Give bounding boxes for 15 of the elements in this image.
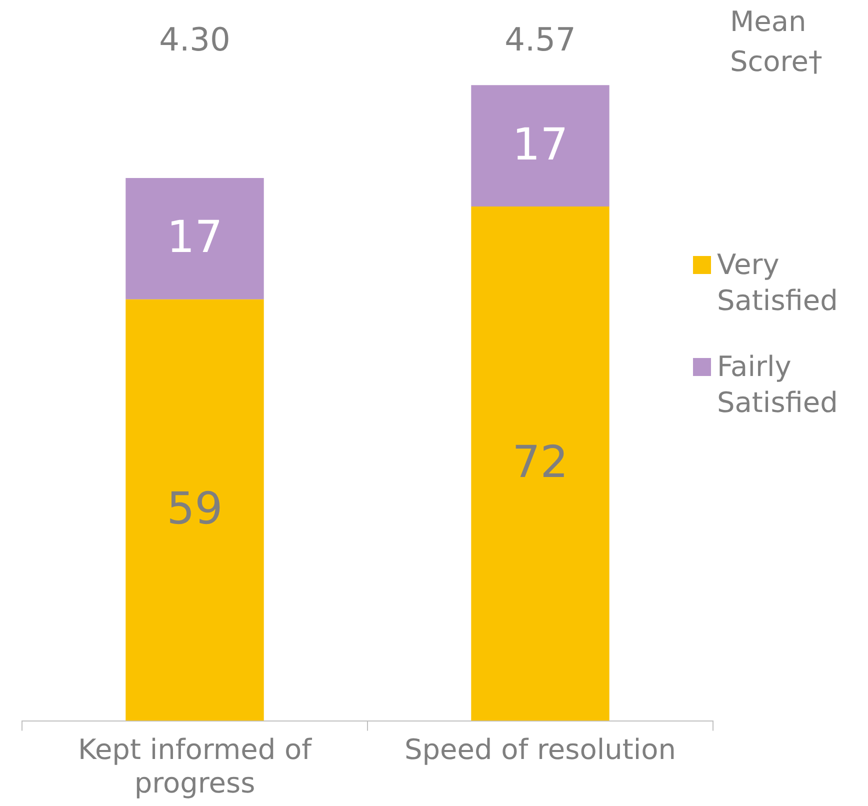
- data-label: 72: [512, 437, 568, 488]
- text: 4.57: [504, 20, 576, 58]
- bar: [471, 206, 610, 721]
- bar: [126, 299, 264, 721]
- legend-label: Fairly Satisfied: [717, 349, 839, 422]
- legend-label: Very Satisfied: [717, 247, 839, 320]
- text: Mean Score†: [730, 4, 824, 80]
- text: 4.30: [159, 20, 230, 58]
- data-label: 17: [166, 212, 223, 264]
- bar: [471, 85, 610, 207]
- bar: [126, 178, 264, 300]
- data-label: 59: [166, 484, 223, 535]
- x-tick-label: Speed of resolution: [404, 732, 676, 766]
- data-label: 17: [512, 119, 568, 170]
- x-tick-label: Kept informed of progress: [78, 732, 313, 800]
